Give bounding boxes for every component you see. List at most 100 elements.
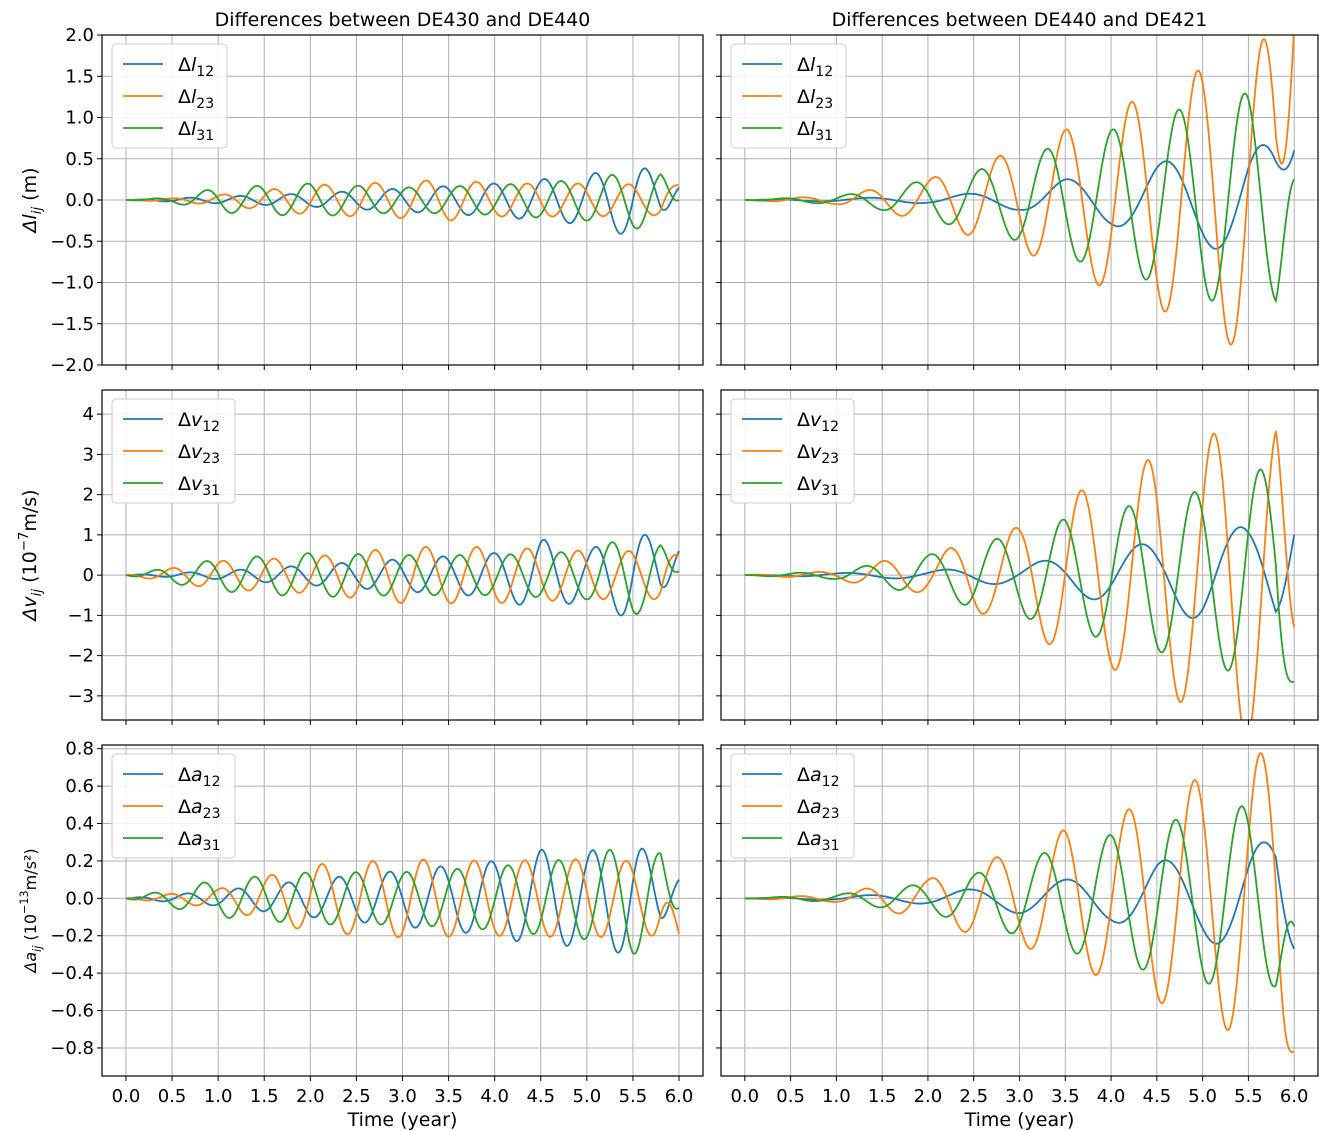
y-tick-label: −1.0 (50, 273, 94, 294)
series-line-23 (125, 546, 680, 605)
text-layer: −2.0 −1.5 −1.0 −0.5 0.0 0.5 1.0 1.5 2.0 Differenc… (17, 9, 1309, 1131)
y-tick-label: −1.5 (50, 314, 94, 335)
series-line-31 (744, 92, 1295, 304)
legend (730, 398, 855, 504)
y-axis-label: Δlij (m) (19, 167, 45, 234)
legend (111, 43, 228, 149)
legend-label-23: Δl23 (178, 86, 214, 112)
y-tick-label: 0.5 (65, 149, 94, 170)
legend-label-12: Δa12 (797, 764, 839, 790)
y-tick-label: 1.0 (65, 108, 94, 129)
panel-r0c1-series (744, 35, 1296, 346)
y-tick-label: 0.0 (65, 888, 94, 909)
legend-label-12: Δv12 (797, 409, 839, 435)
series-line-12 (744, 841, 1295, 950)
legend-label-31: Δa31 (797, 828, 839, 854)
y-axis-label: Δaij (10−13m/s²) (18, 848, 44, 974)
y-tick-label: −0.5 (50, 231, 94, 252)
y-tick-label: 0.0 (65, 190, 94, 211)
y-tick-label: 2 (83, 485, 94, 506)
x-tick-label: 4.0 (1097, 1086, 1126, 1107)
legend-label-23: Δv23 (178, 441, 220, 467)
x-tick-label: 2.5 (959, 1086, 988, 1107)
legend (730, 43, 847, 149)
x-tick-label: 3.5 (1051, 1086, 1080, 1107)
x-tick-label: 1.0 (822, 1086, 851, 1107)
x-axis-label: Time (year) (347, 1109, 458, 1131)
x-tick-label: 5.0 (1188, 1086, 1217, 1107)
x-tick-label: 3.0 (388, 1086, 417, 1107)
legend (111, 753, 236, 859)
y-tick-label: 4 (83, 404, 94, 425)
series-layer (125, 35, 1296, 1054)
x-tick-label: 0.5 (776, 1086, 805, 1107)
legend-label-12: Δl12 (797, 54, 833, 80)
legend-label-23: Δl23 (797, 86, 833, 112)
legend-label-31: Δl31 (178, 118, 214, 144)
y-tick-label: −3 (67, 686, 94, 707)
x-tick-label: 1.5 (250, 1086, 279, 1107)
legend-label-31: Δl31 (797, 118, 833, 144)
y-tick-label: 0.4 (65, 814, 94, 835)
y-tick-label: 3 (83, 444, 94, 465)
y-tick-label: 2.0 (65, 25, 94, 46)
legend-label-23: Δa23 (178, 796, 220, 822)
series-line-12 (744, 526, 1296, 619)
legend-label-23: Δv23 (797, 441, 839, 467)
y-tick-label: 1 (83, 525, 94, 546)
panel-r0c0-series (125, 167, 680, 235)
series-line-23 (125, 179, 680, 222)
legend (111, 398, 236, 504)
legend (730, 753, 855, 859)
y-tick-label: −2.0 (50, 355, 94, 376)
y-axis-label: Δvij (10−7m/s) (17, 489, 45, 622)
series-line-12 (125, 167, 680, 235)
column-title: Differences between DE440 and DE421 (832, 9, 1208, 31)
x-tick-label: 2.0 (296, 1086, 325, 1107)
column-title: Differences between DE430 and DE440 (215, 9, 591, 31)
y-tick-label: 0.8 (65, 739, 94, 760)
panel-r2c0-series (125, 847, 680, 955)
y-tick-label: 0.2 (65, 851, 94, 872)
x-tick-label: 3.0 (1005, 1086, 1034, 1107)
y-tick-label: −0.8 (50, 1038, 94, 1059)
legend-label-31: Δv31 (797, 473, 839, 499)
x-tick-label: 0.0 (112, 1086, 141, 1107)
legend-label-12: Δa12 (178, 764, 220, 790)
series-line-23 (744, 430, 1296, 720)
series-line-12 (744, 144, 1296, 250)
x-tick-label: 4.5 (1143, 1086, 1172, 1107)
x-tick-label: 0.5 (158, 1086, 187, 1107)
legend-label-12: Δv12 (178, 409, 220, 435)
x-tick-label: 6.0 (1280, 1086, 1309, 1107)
series-line-31 (744, 805, 1296, 988)
x-tick-label: 1.5 (868, 1086, 897, 1107)
x-tick-label: 5.0 (573, 1086, 602, 1107)
series-line-31 (125, 541, 680, 615)
x-tick-label: 4.5 (526, 1086, 555, 1107)
panel-r1c0-series (125, 533, 680, 617)
panel-r2c1-series (744, 752, 1296, 1054)
x-tick-label: 2.5 (342, 1086, 371, 1107)
y-tick-label: −1 (67, 605, 94, 626)
y-tick-label: 0.6 (65, 776, 94, 797)
y-tick-label: −0.6 (50, 1001, 94, 1022)
legend-label-23: Δa23 (797, 796, 839, 822)
y-tick-label: 1.5 (65, 66, 94, 87)
legend-label-12: Δl12 (178, 54, 214, 80)
series-line-31 (125, 848, 680, 955)
panel-r1c1-series (744, 430, 1296, 720)
x-tick-label: 3.5 (434, 1086, 463, 1107)
x-tick-label: 1.0 (204, 1086, 233, 1107)
x-tick-label: 0.0 (730, 1086, 759, 1107)
x-tick-label: 6.0 (665, 1086, 694, 1107)
series-line-31 (125, 173, 680, 230)
x-tick-label: 5.5 (1234, 1086, 1263, 1107)
x-tick-label: 2.0 (914, 1086, 943, 1107)
y-tick-label: −0.2 (50, 926, 94, 947)
x-axis-label: Time (year) (964, 1109, 1075, 1131)
legend-label-31: Δa31 (178, 828, 220, 854)
series-line-23 (125, 858, 680, 939)
series-line-31 (744, 468, 1295, 683)
